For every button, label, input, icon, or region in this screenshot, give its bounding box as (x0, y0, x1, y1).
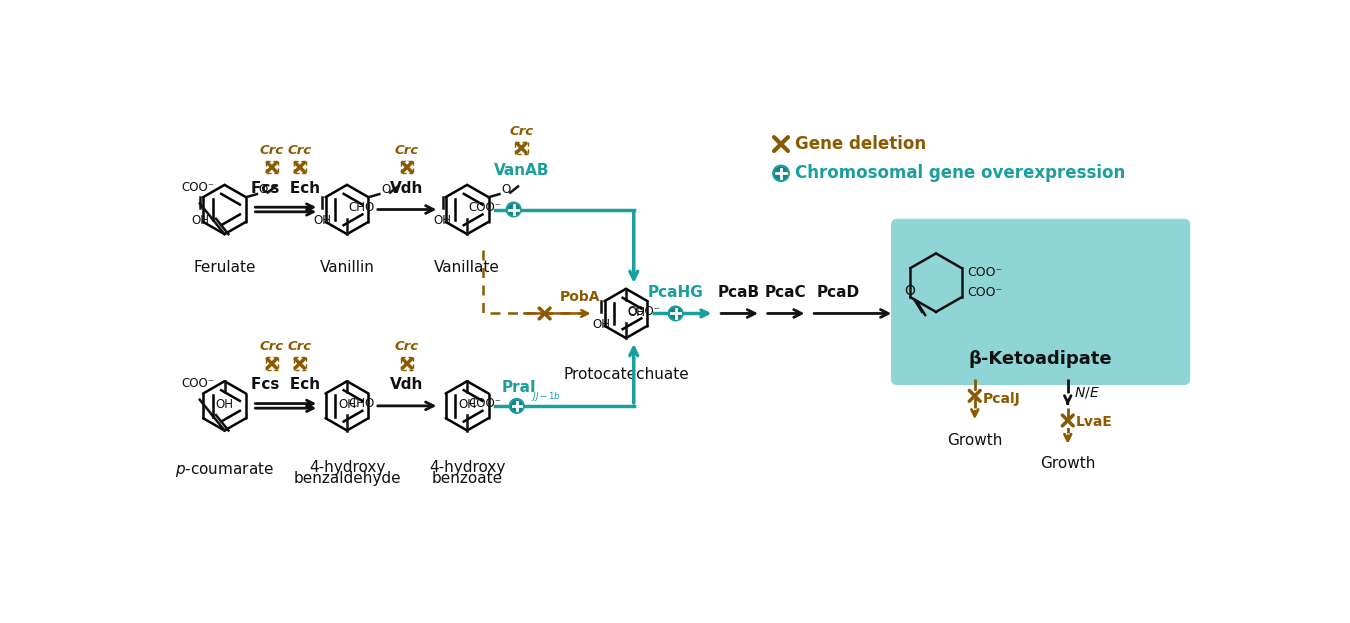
Text: COO⁻: COO⁻ (468, 201, 502, 214)
Circle shape (774, 166, 788, 181)
Text: Vanillate: Vanillate (435, 260, 500, 275)
Text: OH: OH (216, 398, 234, 411)
Text: CHO: CHO (348, 201, 375, 214)
Text: $_{JJ-1b}$: $_{JJ-1b}$ (531, 390, 560, 403)
Text: Vdh: Vdh (390, 181, 424, 196)
Text: 4-hydroxy: 4-hydroxy (309, 460, 385, 475)
Text: Vdh: Vdh (390, 377, 424, 392)
Text: 4-hydroxy: 4-hydroxy (429, 460, 505, 475)
Text: benzoate: benzoate (432, 470, 502, 485)
Text: $p$-coumarate: $p$-coumarate (176, 460, 274, 478)
Text: Crc: Crc (288, 341, 312, 353)
Text: PcaHG: PcaHG (648, 285, 703, 300)
Text: PcalJ: PcalJ (983, 392, 1021, 406)
Text: Protocatechuate: Protocatechuate (563, 368, 688, 383)
Text: COO⁻: COO⁻ (468, 397, 502, 411)
Text: Crc: Crc (396, 341, 418, 353)
Text: Crc: Crc (509, 125, 533, 138)
Text: OH: OH (593, 318, 610, 331)
Text: Fcs  Ech: Fcs Ech (251, 181, 320, 196)
Text: Growth: Growth (1040, 456, 1095, 471)
Circle shape (668, 307, 683, 320)
Text: PobA: PobA (560, 290, 601, 304)
Text: OH: OH (433, 214, 451, 227)
Text: OH: OH (628, 306, 645, 319)
Text: Fcs  Ech: Fcs Ech (251, 377, 320, 392)
Text: O: O (258, 183, 267, 196)
Text: COO⁻: COO⁻ (968, 266, 1003, 279)
Text: Crc: Crc (259, 144, 284, 157)
Text: VanAB: VanAB (494, 163, 549, 178)
Text: Crc: Crc (396, 144, 418, 157)
Text: OH: OH (458, 398, 477, 411)
Text: OH: OH (313, 214, 331, 227)
Text: Chromosomal gene overexpression: Chromosomal gene overexpression (795, 164, 1125, 183)
Text: Growth: Growth (948, 433, 1003, 448)
Circle shape (510, 399, 524, 413)
Text: LvaE: LvaE (1076, 415, 1112, 429)
Text: Vanillin: Vanillin (320, 260, 374, 275)
Text: COO⁻: COO⁻ (968, 286, 1003, 299)
Text: $N/E$: $N/E$ (1075, 385, 1100, 400)
Text: Crc: Crc (259, 341, 284, 353)
Text: OH: OH (338, 398, 356, 411)
Text: β-Ketoadipate: β-Ketoadipate (969, 350, 1112, 368)
Text: COO⁻: COO⁻ (182, 378, 215, 391)
Text: Crc: Crc (288, 144, 312, 157)
Text: PcaC: PcaC (765, 285, 806, 300)
Text: OH: OH (190, 214, 209, 227)
Circle shape (506, 202, 521, 216)
Text: O: O (501, 183, 510, 196)
Text: CHO: CHO (348, 397, 375, 411)
Text: Ferulate: Ferulate (193, 260, 255, 275)
Text: PcaD: PcaD (817, 285, 860, 300)
Text: COO⁻: COO⁻ (182, 181, 215, 194)
Text: Gene deletion: Gene deletion (795, 135, 926, 153)
Text: PcaB: PcaB (718, 285, 760, 300)
FancyBboxPatch shape (891, 219, 1191, 385)
Text: O: O (381, 183, 390, 196)
Text: COO⁻: COO⁻ (628, 305, 660, 318)
Text: benzaldehyde: benzaldehyde (293, 470, 401, 485)
Text: PraI: PraI (501, 380, 536, 395)
Text: O: O (904, 284, 915, 298)
